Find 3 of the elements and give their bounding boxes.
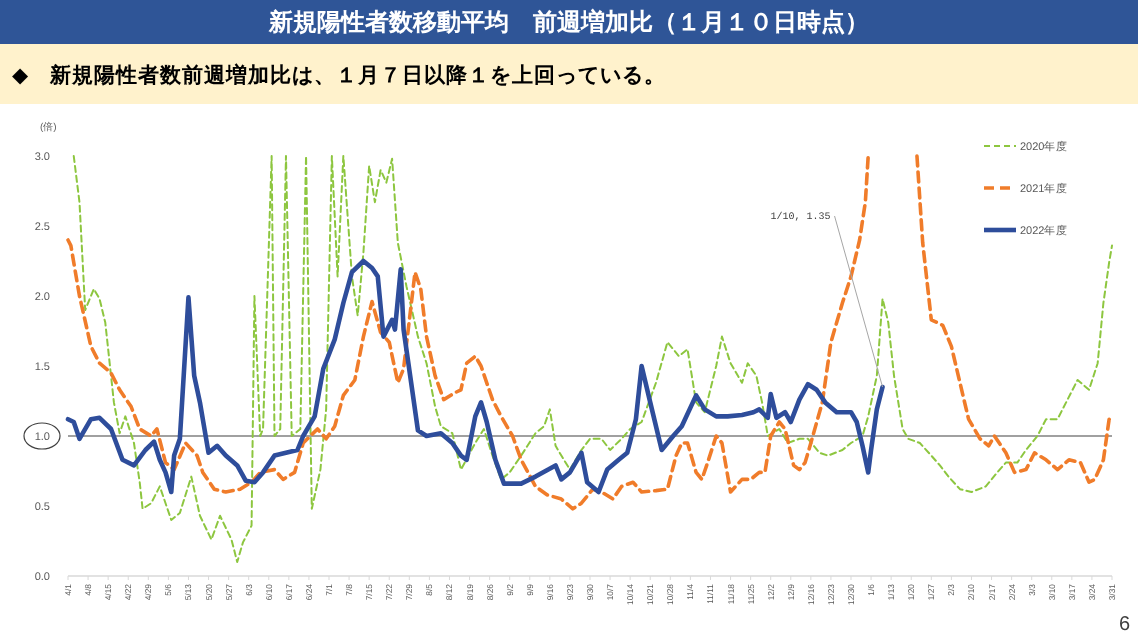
text: 6 <box>1118 614 1131 636</box>
subtitle: ◆ 新規陽性者数前週増加比は、１月７日以降１を上回っている。 <box>12 64 667 88</box>
title: 新規陽性者数移動平均 前週増加比（１月１０日時点） <box>269 8 869 36</box>
